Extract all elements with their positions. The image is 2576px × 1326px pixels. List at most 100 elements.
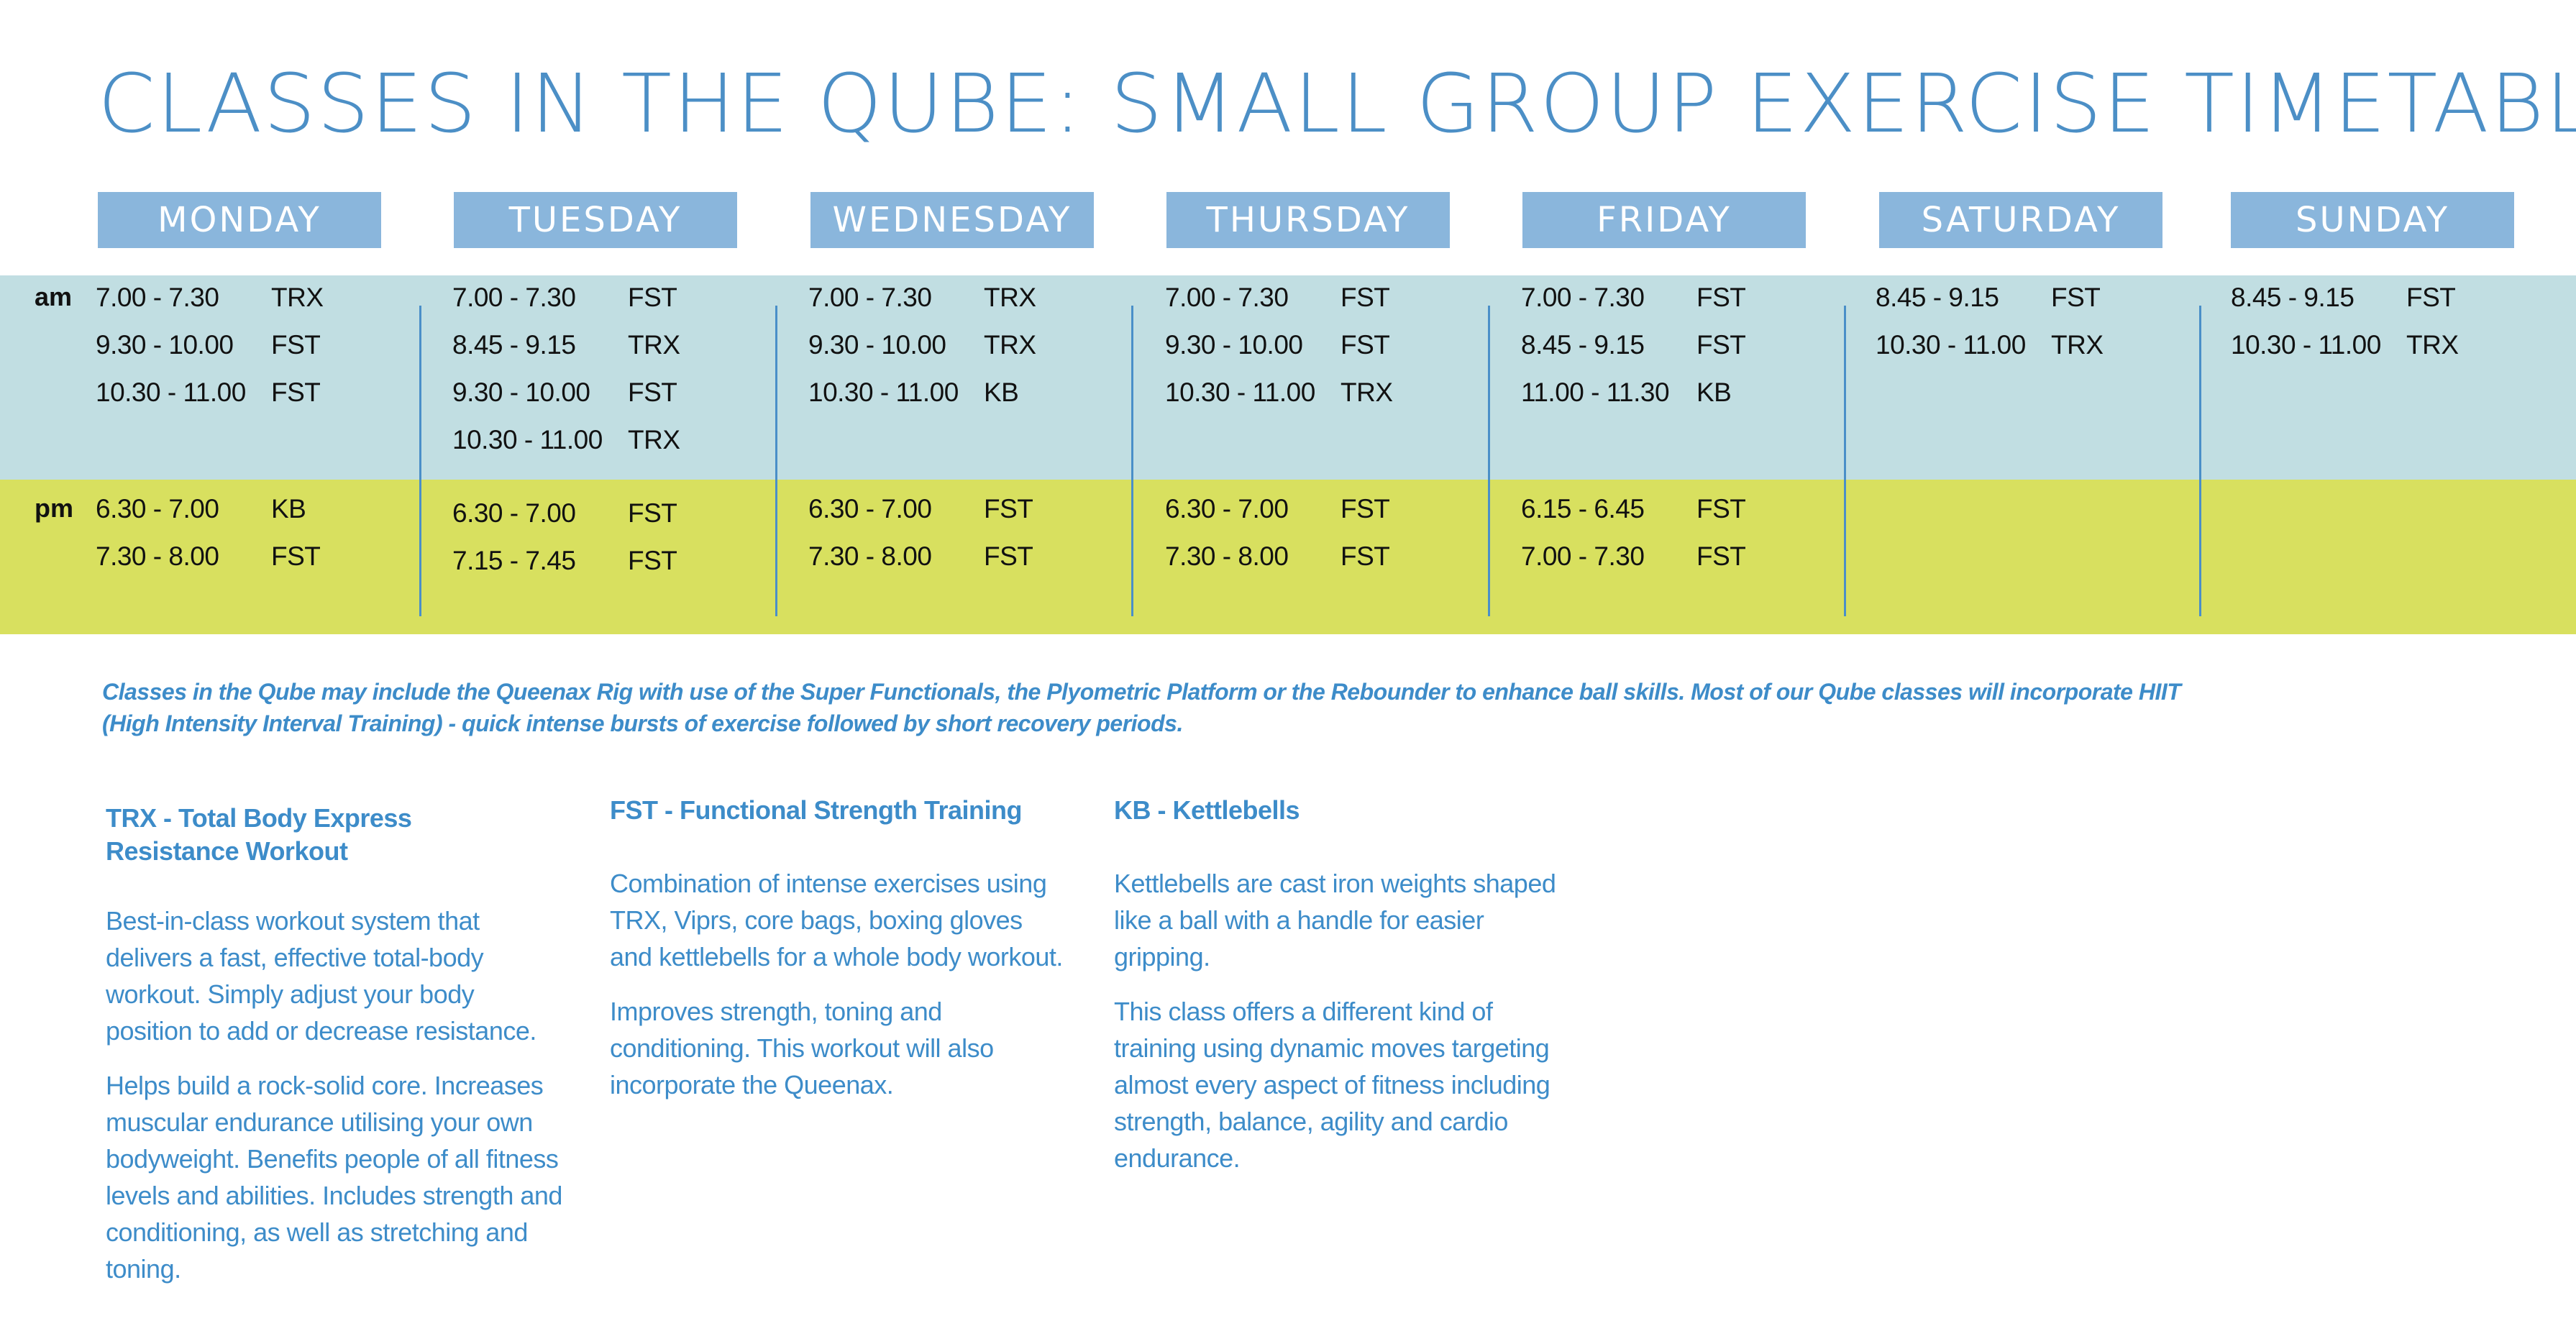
slot-time: 7.00 - 7.30: [1521, 283, 1645, 312]
fst-definition-title: FST - Functional Strength Training: [610, 795, 1022, 825]
time-slot: 10.30 - 11.00 TRX: [2231, 331, 2504, 378]
time-slot: 10.30 - 11.00 KB: [808, 378, 1082, 426]
slot-time: 8.45 - 9.15: [452, 330, 576, 360]
slot-time: 7.00 - 7.30: [1165, 283, 1289, 312]
slot-class: FST: [1696, 494, 1746, 523]
column-divider: [2199, 306, 2201, 616]
trx-definition-title: TRX - Total Body Express Resistance Work…: [106, 803, 412, 866]
time-slot: 8.45 - 9.15 TRX: [452, 331, 726, 378]
slot-time: 7.30 - 8.00: [808, 541, 932, 571]
slot-time: 6.30 - 7.00: [452, 498, 576, 528]
friday-pm-slots: 6.15 - 6.45 FST 7.00 - 7.30 FST: [1521, 495, 1794, 590]
slot-time: 7.00 - 7.30: [1521, 541, 1645, 571]
trx-paragraph: Best-in-class workout system that delive…: [106, 906, 536, 1046]
slot-time: 6.30 - 7.00: [808, 494, 932, 523]
am-band: [0, 275, 2576, 480]
info-note: Classes in the Qube may include the Quee…: [102, 679, 2181, 736]
slot-time: 7.30 - 8.00: [96, 541, 219, 571]
slot-time: 7.00 - 7.30: [96, 283, 219, 312]
slot-time: 10.30 - 11.00: [452, 425, 603, 454]
slot-class: TRX: [984, 283, 1036, 312]
wednesday-am-slots: 7.00 - 7.30 TRX 9.30 - 10.00 TRX 10.30 - 11.…: [808, 283, 1082, 426]
time-slot: 6.30 - 7.00 FST: [452, 499, 726, 547]
time-slot: 7.00 - 7.30 TRX: [808, 283, 1082, 331]
time-slot: 7.00 - 7.30 TRX: [96, 283, 369, 331]
day-header-thursday: THURSDAY: [1166, 192, 1450, 248]
slot-class: FST: [1340, 283, 1390, 312]
slot-class: TRX: [1340, 378, 1393, 407]
time-slot: 7.30 - 8.00 FST: [1165, 542, 1438, 590]
slot-class: TRX: [984, 330, 1036, 360]
day-header-friday: FRIDAY: [1522, 192, 1806, 248]
tuesday-am-slots: 7.00 - 7.30 FST 8.45 - 9.15 TRX 9.30 - 10.00…: [452, 283, 726, 473]
slot-time: 8.45 - 9.15: [2231, 283, 2355, 312]
slot-time: 9.30 - 10.00: [1165, 330, 1303, 360]
time-slot: 9.30 - 10.00 FST: [96, 331, 369, 378]
slot-class: FST: [1696, 283, 1746, 312]
kb-definition-body: Kettlebells are cast iron weights shaped…: [1114, 865, 1574, 1194]
friday-am-slots: 7.00 - 7.30 FST 8.45 - 9.15 FST 11.00 - 11.3…: [1521, 283, 1794, 426]
pm-label: pm: [35, 493, 73, 523]
thursday-pm-slots: 6.30 - 7.00 FST 7.30 - 8.00 FST: [1165, 495, 1438, 590]
slot-class: FST: [628, 283, 677, 312]
time-slot: 7.00 - 7.30 FST: [1165, 283, 1438, 331]
slot-class: FST: [271, 541, 321, 571]
slot-class: FST: [1696, 330, 1746, 360]
slot-time: 9.30 - 10.00: [808, 330, 946, 360]
time-slot: 9.30 - 10.00 FST: [452, 378, 726, 426]
time-slot: 8.45 - 9.15 FST: [2231, 283, 2504, 331]
kb-paragraph: This class offers a different kind of tr…: [1114, 997, 1550, 1173]
wednesday-pm-slots: 6.30 - 7.00 FST 7.30 - 8.00 FST: [808, 495, 1082, 590]
time-slot: 7.15 - 7.45 FST: [452, 547, 726, 594]
day-header-sunday: SUNDAY: [2231, 192, 2514, 248]
column-divider: [1488, 306, 1490, 616]
thursday-am-slots: 7.00 - 7.30 FST 9.30 - 10.00 FST 10.30 - 11.…: [1165, 283, 1438, 426]
slot-class: FST: [1696, 541, 1746, 571]
slot-class: KB: [271, 494, 306, 523]
slot-class: FST: [628, 546, 677, 575]
time-slot: 6.30 - 7.00 FST: [808, 495, 1082, 542]
fst-paragraph: Combination of intense exercises using T…: [610, 869, 1063, 971]
column-divider: [1131, 306, 1133, 616]
time-slot: 8.45 - 9.15 FST: [1521, 331, 1794, 378]
day-header-tuesday: TUESDAY: [454, 192, 737, 248]
slot-class: FST: [1340, 494, 1390, 523]
time-slot: 7.00 - 7.30 FST: [452, 283, 726, 331]
slot-class: FST: [628, 498, 677, 528]
monday-am-slots: 7.00 - 7.30 TRX 9.30 - 10.00 FST 10.30 - 11.…: [96, 283, 369, 426]
time-slot: 6.15 - 6.45 FST: [1521, 495, 1794, 542]
time-slot: 11.00 - 11.30 KB: [1521, 378, 1794, 426]
slot-class: KB: [984, 378, 1019, 407]
slot-time: 9.30 - 10.00: [96, 330, 234, 360]
slot-time: 7.00 - 7.30: [808, 283, 932, 312]
time-slot: 8.45 - 9.15 FST: [1876, 283, 2149, 331]
column-divider: [419, 306, 421, 616]
time-slot: 7.00 - 7.30 FST: [1521, 542, 1794, 590]
slot-class: TRX: [2051, 330, 2104, 360]
fst-paragraph: Improves strength, toning and conditioni…: [610, 997, 994, 1099]
day-header-monday: MONDAY: [98, 192, 381, 248]
sunday-am-slots: 8.45 - 9.15 FST 10.30 - 11.00 TRX: [2231, 283, 2504, 378]
slot-class: TRX: [628, 330, 680, 360]
trx-paragraph: Helps build a rock-solid core. Increases…: [106, 1071, 562, 1284]
am-label: am: [35, 282, 73, 311]
time-slot: 10.30 - 11.00 TRX: [1165, 378, 1438, 426]
slot-time: 6.15 - 6.45: [1521, 494, 1645, 523]
slot-class: FST: [984, 494, 1033, 523]
slot-class: KB: [1696, 378, 1732, 407]
monday-pm-slots: 6.30 - 7.00 KB 7.30 - 8.00 FST: [96, 495, 369, 590]
time-slot: 10.30 - 11.00 TRX: [452, 426, 726, 473]
time-slot: 10.30 - 11.00 FST: [96, 378, 369, 426]
slot-class: FST: [984, 541, 1033, 571]
slot-time: 6.30 - 7.00: [96, 494, 219, 523]
slot-class: FST: [628, 378, 677, 407]
pm-band: [0, 480, 2576, 634]
time-slot: 7.30 - 8.00 FST: [808, 542, 1082, 590]
time-slot: 10.30 - 11.00 TRX: [1876, 331, 2149, 378]
slot-time: 8.45 - 9.15: [1521, 330, 1645, 360]
slot-time: 10.30 - 11.00: [2231, 330, 2381, 360]
column-divider: [775, 306, 777, 616]
time-slot: 7.30 - 8.00 FST: [96, 542, 369, 590]
day-header-saturday: SATURDAY: [1879, 192, 2162, 248]
slot-time: 10.30 - 11.00: [808, 378, 959, 407]
